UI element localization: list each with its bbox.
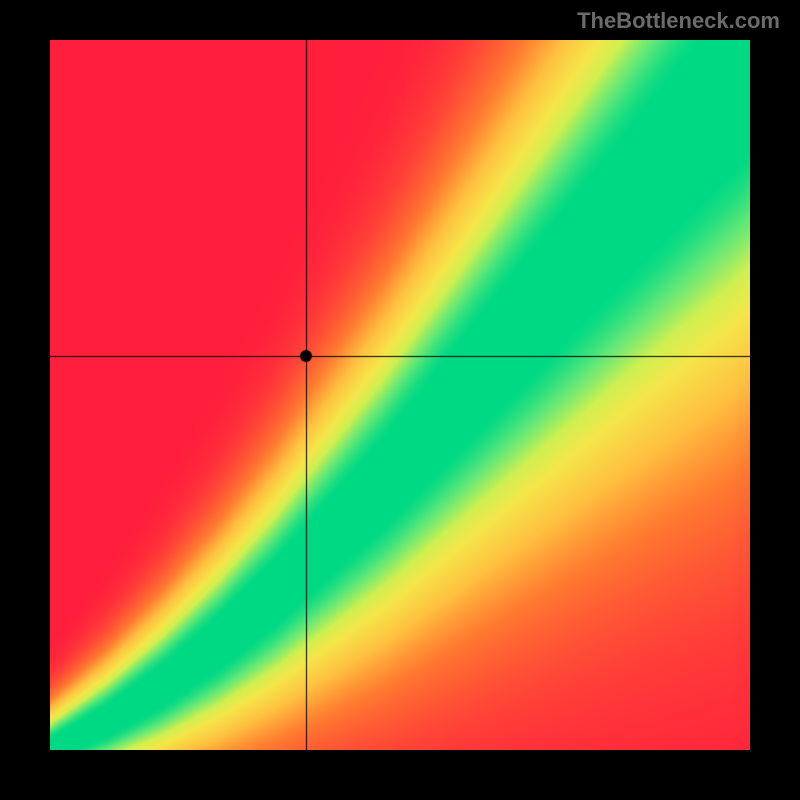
heatmap-canvas	[50, 40, 750, 750]
plot-area	[50, 40, 750, 750]
watermark-text: TheBottleneck.com	[577, 8, 780, 34]
chart-container: TheBottleneck.com	[0, 0, 800, 800]
